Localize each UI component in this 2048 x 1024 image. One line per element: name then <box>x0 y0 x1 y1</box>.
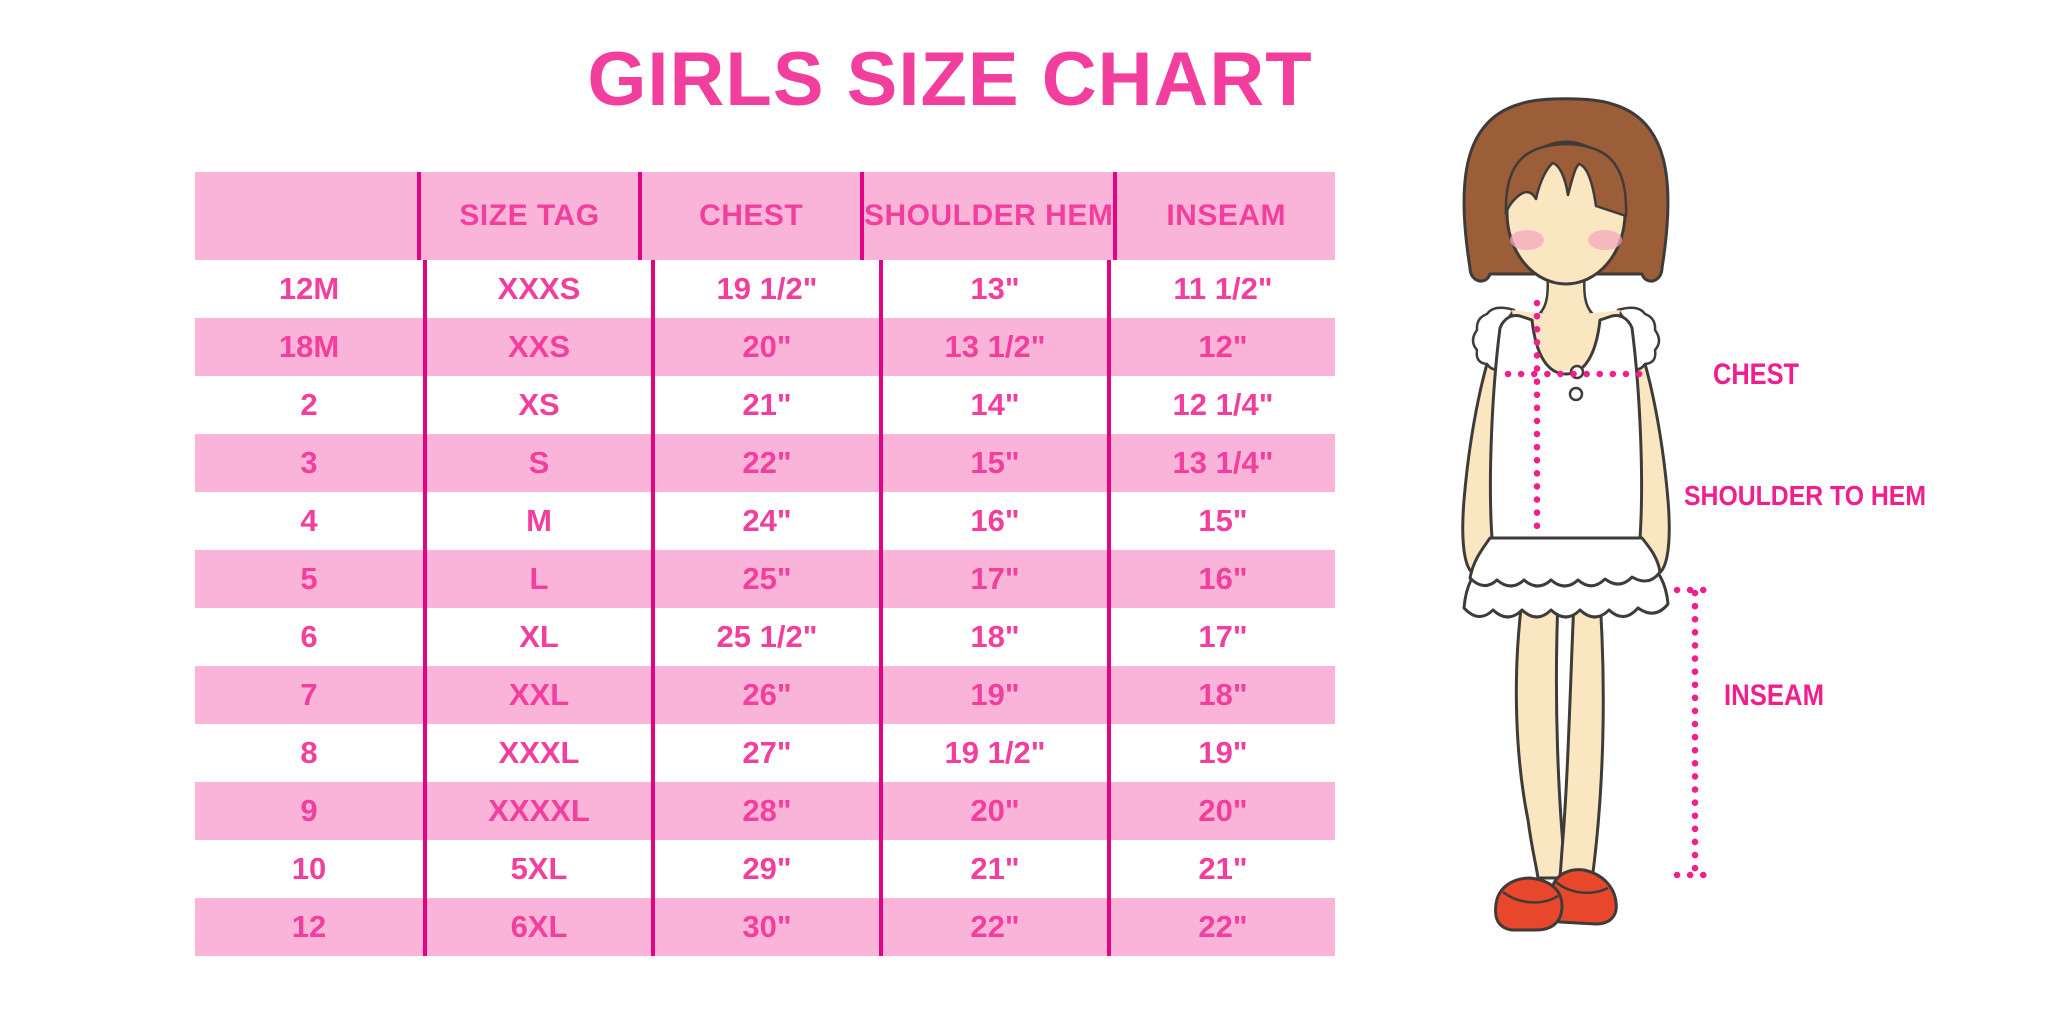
table-cell: M <box>423 492 651 550</box>
skirt-top-ruffle <box>1468 536 1662 588</box>
table-body: 12M XXXS 19 1/2" 13" 11 1/2" 18M XXS 20" 13 1/2"… <box>195 260 1335 956</box>
table-cell: 21" <box>1107 840 1335 898</box>
table-row: 4 M 24" 16" 15" <box>195 492 1335 550</box>
table-cell: 29" <box>651 840 879 898</box>
table-row: 6 XL 25 1/2" 18" 17" <box>195 608 1335 666</box>
table-cell: XXXS <box>423 260 651 318</box>
chest-label: CHEST <box>1713 358 1799 391</box>
table-cell: 15" <box>1107 492 1335 550</box>
table-cell: 18" <box>1107 666 1335 724</box>
table-row: 5 L 25" 17" 16" <box>195 550 1335 608</box>
table-cell: 17" <box>1107 608 1335 666</box>
table-cell: XXXXL <box>423 782 651 840</box>
blush-left <box>1510 230 1544 250</box>
size-table: SIZE TAG CHEST SHOULDER HEM INSEAM 12M XXXS 1… <box>195 172 1335 956</box>
table-cell: 12" <box>1107 318 1335 376</box>
column-header: SIZE TAG <box>416 172 639 260</box>
table-cell: 24" <box>651 492 879 550</box>
table-cell: 19 1/2" <box>651 260 879 318</box>
table-cell: 13 1/4" <box>1107 434 1335 492</box>
table-cell: 19" <box>879 666 1107 724</box>
table-cell: 22" <box>879 898 1107 956</box>
table-cell: 2 <box>300 387 318 422</box>
table-cell: 27" <box>651 724 879 782</box>
shoulder-to-hem-label: SHOULDER TO HEM <box>1684 480 1926 511</box>
column-header: INSEAM <box>1113 172 1335 260</box>
shoe-left <box>1494 876 1564 932</box>
table-row: 12 6XL 30" 22" 22" <box>195 898 1335 956</box>
table-cell: 25" <box>651 550 879 608</box>
table-cell: 26" <box>651 666 879 724</box>
table-cell: XL <box>423 608 651 666</box>
table-cell: 11 1/2" <box>1107 260 1335 318</box>
table-cell: 28" <box>651 782 879 840</box>
table-cell: 4 <box>300 503 318 538</box>
table-cell: 3 <box>300 445 318 480</box>
table-cell: 20" <box>1107 782 1335 840</box>
table-cell: 25 1/2" <box>651 608 879 666</box>
leg-right <box>1558 598 1605 882</box>
page-title: GIRLS SIZE CHART <box>587 37 1313 122</box>
table-cell: 17" <box>879 550 1107 608</box>
table-cell: 6XL <box>423 898 651 956</box>
table-cell: 20" <box>651 318 879 376</box>
table-cell: 22" <box>1107 898 1335 956</box>
hair-bangs <box>1504 142 1628 218</box>
table-cell: 30" <box>651 898 879 956</box>
girl-measurement-illustration: CHEST SHOULDER TO HEM INSEAM <box>1461 97 1926 932</box>
column-header: SHOULDER HEM <box>859 172 1113 260</box>
table-cell: 21" <box>879 840 1107 898</box>
table-cell: L <box>423 550 651 608</box>
top-bodice <box>1488 314 1644 540</box>
table-cell: XXL <box>423 666 651 724</box>
table-cell: 22" <box>651 434 879 492</box>
table-cell: 16" <box>879 492 1107 550</box>
table-cell: 15" <box>879 434 1107 492</box>
shoe-left-strap <box>1502 890 1559 904</box>
table-cell: 6 <box>300 619 318 654</box>
table-row: 10 5XL 29" 21" 21" <box>195 840 1335 898</box>
table-cell: S <box>423 434 651 492</box>
table-cell: 21" <box>651 376 879 434</box>
table-cell: 12M <box>278 271 340 306</box>
table-cell: XXS <box>423 318 651 376</box>
table-row: 18M XXS 20" 13 1/2" 12" <box>195 318 1335 376</box>
table-row: 2 XS 21" 14" 12 1/4" <box>195 376 1335 434</box>
table-row: 12M XXXS 19 1/2" 13" 11 1/2" <box>195 260 1335 318</box>
table-cell: XXXL <box>423 724 651 782</box>
table-cell: 13" <box>879 260 1107 318</box>
column-header-empty <box>195 172 417 260</box>
table-header-row: SIZE TAG CHEST SHOULDER HEM INSEAM <box>195 172 1335 260</box>
inseam-label: INSEAM <box>1724 679 1824 712</box>
table-cell: 18M <box>278 329 340 364</box>
table-row: 7 XXL 26" 19" 18" <box>195 666 1335 724</box>
table-cell: 7 <box>300 677 318 712</box>
table-cell: 13 1/2" <box>879 318 1107 376</box>
table-row: 3 S 22" 15" 13 1/4" <box>195 434 1335 492</box>
table-cell: 19 1/2" <box>879 724 1107 782</box>
table-cell: 14" <box>879 376 1107 434</box>
shoe-right-strap <box>1555 881 1609 895</box>
table-cell: 20" <box>879 782 1107 840</box>
table-cell: 12 1/4" <box>1107 376 1335 434</box>
table-cell: 16" <box>1107 550 1335 608</box>
leg-left <box>1514 598 1568 880</box>
button-bottom <box>1568 386 1584 402</box>
table-cell: 5 <box>300 561 318 596</box>
table-row: 8 XXXL 27" 19 1/2" 19" <box>195 724 1335 782</box>
table-cell: 5XL <box>423 840 651 898</box>
table-cell: 18" <box>879 608 1107 666</box>
table-row: 9 XXXXL 28" 20" 20" <box>195 782 1335 840</box>
blush-right <box>1588 230 1622 250</box>
table-cell: 19" <box>1107 724 1335 782</box>
table-cell: 8 <box>300 735 318 770</box>
column-header: CHEST <box>638 172 860 260</box>
table-cell: 12 <box>291 909 327 944</box>
table-cell: XS <box>423 376 651 434</box>
table-cell: 10 <box>291 851 327 886</box>
table-cell: 9 <box>300 793 318 828</box>
